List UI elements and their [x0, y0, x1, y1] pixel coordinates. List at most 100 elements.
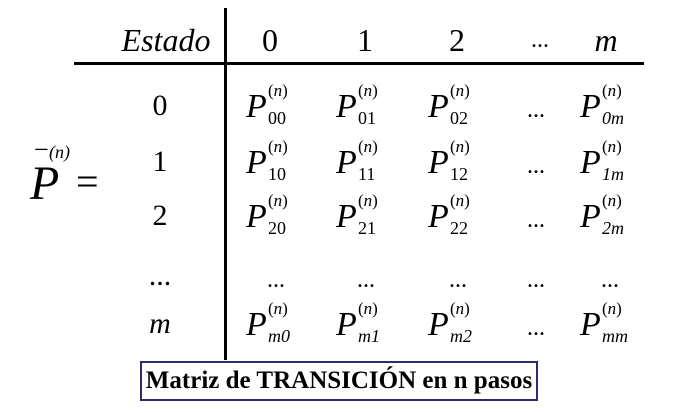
entry-base: P: [336, 306, 357, 343]
entry-superscript-step: n: [455, 191, 465, 210]
entry-superscript: (n): [268, 81, 288, 100]
ellipsis: ...: [527, 207, 545, 233]
matrix-entry: P (n) mm: [568, 300, 658, 350]
entry-subscript: 02: [450, 108, 468, 128]
entry-base: P: [246, 88, 267, 125]
entry-subscript: 1m: [602, 164, 624, 184]
matrix-entry: P (n) 0m: [568, 82, 658, 132]
entry-subscript: 0m: [602, 108, 624, 128]
entry-superscript-step: n: [273, 137, 283, 156]
entry-base: P: [428, 198, 449, 235]
ellipsis: ...: [601, 267, 619, 293]
entry-subscript: 22: [450, 218, 468, 238]
matrix-superscript: (n): [49, 142, 70, 162]
entry-subscript: 20: [268, 218, 286, 238]
entry-subscript: mm: [602, 326, 628, 346]
matrix-entry: P (n) 10: [234, 138, 324, 188]
vertical-rule: [224, 8, 227, 360]
ellipsis: ...: [357, 267, 375, 293]
header-col-dots: ...: [531, 27, 549, 53]
entry-superscript-step: n: [607, 299, 617, 318]
matrix-base-letter: P: [30, 157, 60, 210]
matrix-entry: P (n) 22: [416, 192, 506, 242]
entry-subscript: 00: [268, 108, 286, 128]
entry-superscript: (n): [602, 137, 622, 156]
matrix-entry: P (n) m1: [324, 300, 414, 350]
ellipsis: ...: [527, 97, 545, 123]
entry-subscript: m1: [358, 326, 380, 346]
entry-base: P: [336, 88, 357, 125]
row-label: ...: [148, 259, 172, 292]
entry-superscript-step: n: [607, 191, 617, 210]
matrix-entry: P (n) m0: [234, 300, 324, 350]
entry-subscript: m0: [268, 326, 290, 346]
entry-base: P: [428, 88, 449, 125]
entry-subscript: 11: [358, 164, 376, 184]
entry-base: P: [428, 144, 449, 181]
entry-superscript: (n): [602, 299, 622, 318]
entry-subscript: 2m: [602, 218, 624, 238]
entry-superscript-step: n: [455, 81, 465, 100]
ellipsis: ...: [527, 267, 545, 293]
entry-subscript: 10: [268, 164, 286, 184]
entry-base: P: [580, 198, 601, 235]
header-rule: [74, 62, 644, 65]
matrix-entry: P (n) m2: [416, 300, 506, 350]
row-label: 1: [152, 145, 168, 178]
entry-superscript: (n): [450, 191, 470, 210]
ellipsis: ...: [449, 267, 467, 293]
matrix-entry: P (n) 1m: [568, 138, 658, 188]
matrix-entry: P (n) 00: [234, 82, 324, 132]
entry-base: P: [336, 198, 357, 235]
entry-superscript: (n): [602, 191, 622, 210]
entry-superscript: (n): [268, 137, 288, 156]
equals-sign: =: [76, 159, 99, 204]
matrix-entry: P (n) 12: [416, 138, 506, 188]
header-col-0: 0: [262, 22, 278, 58]
row-label: 0: [152, 89, 168, 122]
entry-subscript: 21: [358, 218, 376, 238]
entry-base: P: [246, 306, 267, 343]
entry-base: P: [336, 144, 357, 181]
entry-superscript: (n): [358, 81, 378, 100]
entry-subscript: 01: [358, 108, 376, 128]
row-label: 2: [152, 199, 168, 232]
entry-superscript-step: n: [363, 299, 373, 318]
entry-superscript-step: n: [607, 81, 617, 100]
matrix-entry: P (n) 11: [324, 138, 414, 188]
entry-base: P: [580, 144, 601, 181]
entry-superscript-step: n: [363, 137, 373, 156]
entry-base: P: [246, 198, 267, 235]
entry-superscript: (n): [450, 81, 470, 100]
header-col-1: 1: [357, 22, 373, 58]
row-label: m: [149, 307, 171, 340]
entry-superscript-step: n: [363, 81, 373, 100]
matrix-entry: P (n) 21: [324, 192, 414, 242]
entry-superscript: (n): [450, 299, 470, 318]
entry-superscript-step: n: [273, 191, 283, 210]
entry-base: P: [580, 306, 601, 343]
entry-superscript: (n): [268, 191, 288, 210]
entry-base: P: [428, 306, 449, 343]
entry-superscript: (n): [450, 137, 470, 156]
entry-superscript-step: n: [363, 191, 373, 210]
entry-subscript: 12: [450, 164, 468, 184]
entry-superscript-step: n: [273, 81, 283, 100]
matrix-entry: P (n) 2m: [568, 192, 658, 242]
entry-superscript: (n): [358, 137, 378, 156]
entry-superscript-step: n: [455, 299, 465, 318]
entry-superscript-step: n: [273, 299, 283, 318]
matrix-bar: −: [34, 135, 49, 164]
header-col-m: m: [594, 22, 618, 58]
header-col-2: 2: [449, 22, 465, 58]
matrix-entry: P (n) 02: [416, 82, 506, 132]
ellipsis: ...: [527, 315, 545, 341]
header-estado: Estado: [121, 22, 211, 58]
entry-superscript-step: n: [455, 137, 465, 156]
ellipsis: ...: [527, 153, 545, 179]
ellipsis: ...: [267, 267, 285, 293]
caption-box: Matriz de TRANSICIÓN en n pasos: [140, 361, 538, 401]
entry-superscript: (n): [602, 81, 622, 100]
entry-base: P: [580, 88, 601, 125]
entry-superscript-step: n: [607, 137, 617, 156]
